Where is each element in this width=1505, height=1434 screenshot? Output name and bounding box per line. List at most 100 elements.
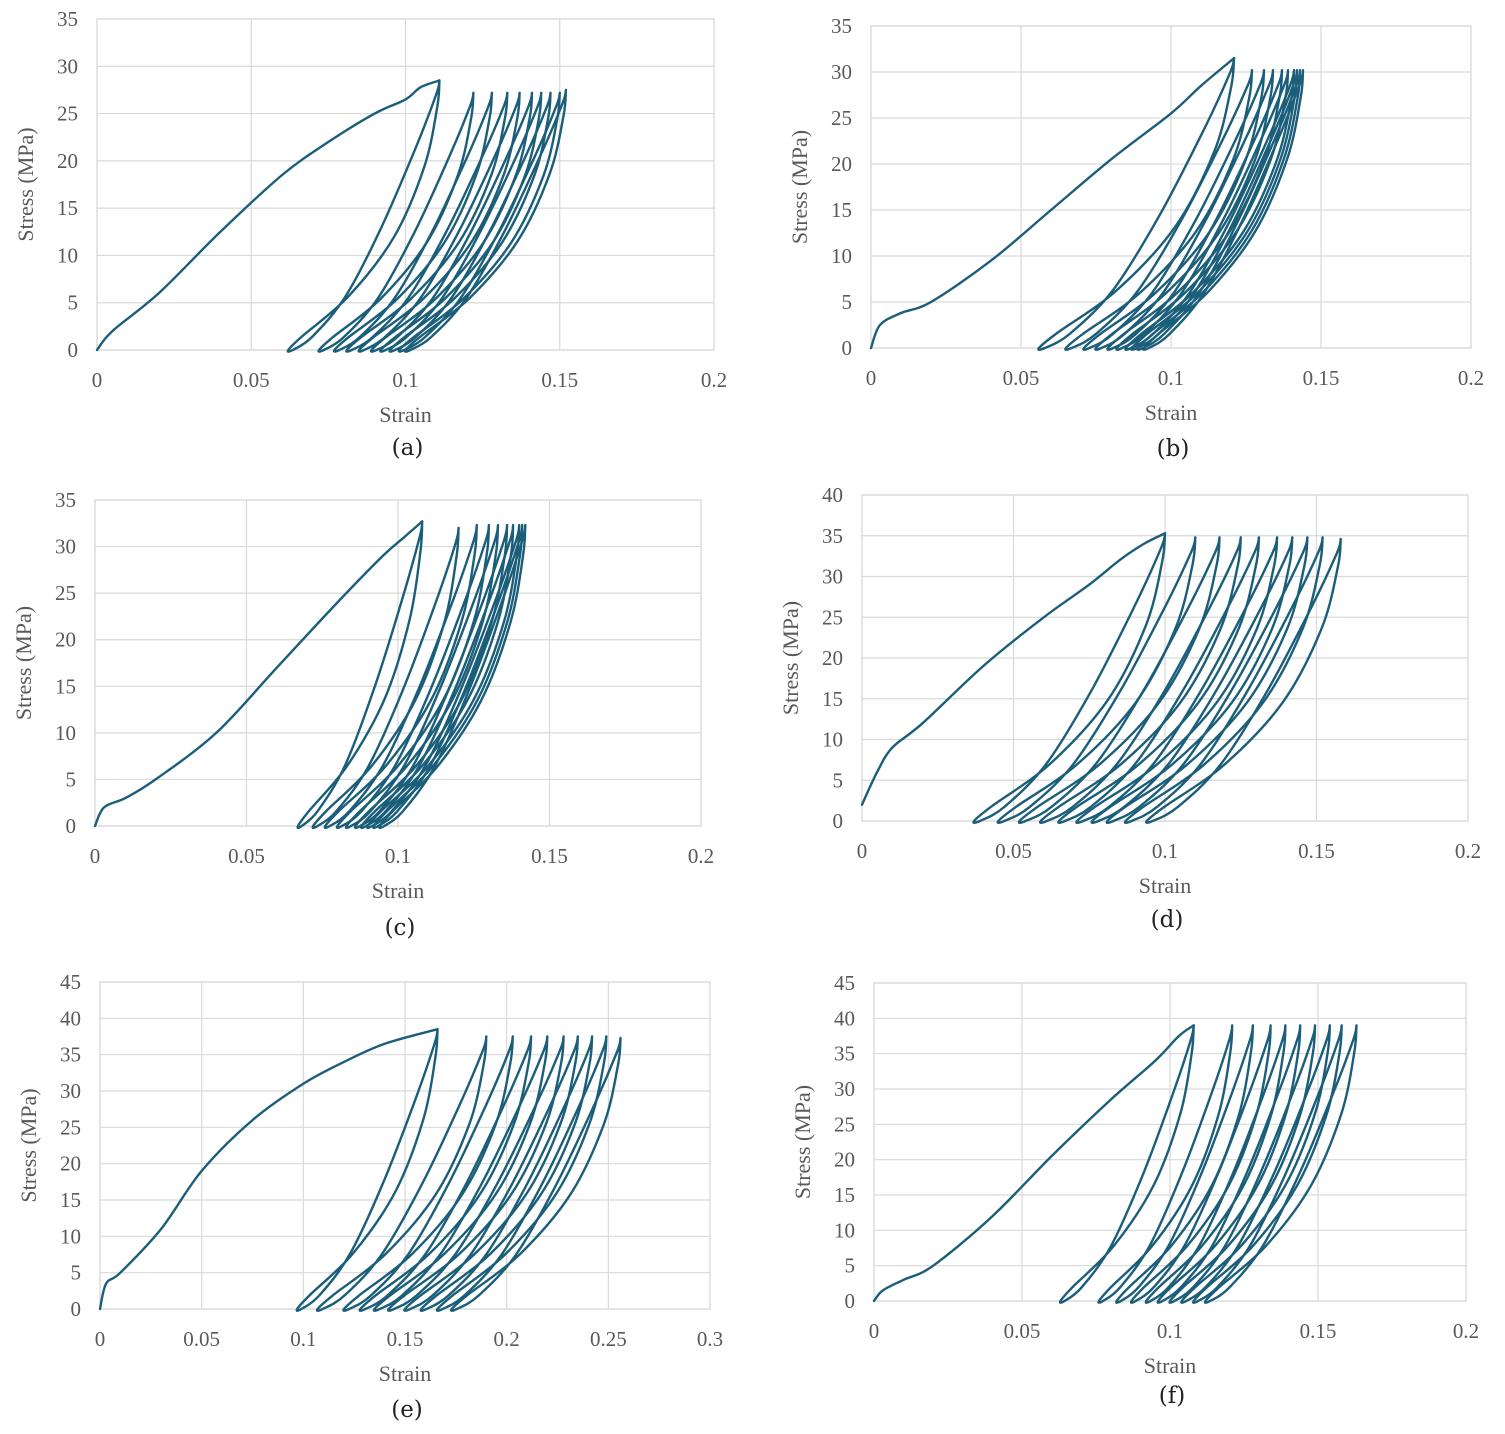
x-tick-label: 0.3 bbox=[697, 1327, 723, 1351]
y-tick-label: 25 bbox=[831, 106, 852, 130]
y-tick-label: 40 bbox=[834, 1006, 855, 1030]
y-tick-label: 35 bbox=[831, 14, 852, 38]
y-tick-label: 35 bbox=[57, 7, 78, 31]
x-tick-label: 0.2 bbox=[1455, 839, 1481, 863]
x-tick-label: 0.2 bbox=[494, 1327, 520, 1351]
hysteresis-loop bbox=[403, 88, 568, 353]
y-tick-label: 20 bbox=[60, 1152, 81, 1176]
y-tick-label: 30 bbox=[60, 1079, 81, 1103]
x-tick-label: 0 bbox=[857, 839, 868, 863]
y-tick-label: 45 bbox=[60, 970, 81, 994]
loading-curve bbox=[93, 520, 424, 828]
hysteresis-loop bbox=[1124, 69, 1296, 351]
hysteresis-loop bbox=[386, 1035, 565, 1312]
panel-caption: (f) bbox=[1159, 1383, 1185, 1409]
x-tick-label: 0 bbox=[866, 366, 877, 390]
hysteresis-loop bbox=[1168, 1024, 1317, 1304]
x-tick-label: 0.15 bbox=[387, 1327, 424, 1351]
plot-area bbox=[861, 494, 1469, 822]
y-tick-label: 40 bbox=[822, 483, 843, 507]
y-tick-label: 20 bbox=[57, 149, 78, 173]
x-tick-label: 0.2 bbox=[701, 368, 727, 392]
hysteresis-loop bbox=[1144, 537, 1342, 824]
y-axis-title: Stress (MPa) bbox=[790, 1085, 815, 1199]
y-tick-label: 0 bbox=[845, 1289, 856, 1313]
hysteresis-loop bbox=[295, 1028, 439, 1312]
y-tick-label: 35 bbox=[822, 524, 843, 548]
hysteresis-loop bbox=[358, 1035, 533, 1312]
panel-caption: (b) bbox=[1157, 436, 1190, 462]
y-tick-label: 35 bbox=[55, 488, 76, 512]
hysteresis-loop bbox=[344, 523, 500, 830]
x-tick-label: 0.05 bbox=[183, 1327, 220, 1351]
y-tick-label: 15 bbox=[60, 1188, 81, 1212]
hysteresis-loop bbox=[359, 523, 515, 830]
hysteresis-loop bbox=[1180, 1024, 1331, 1304]
hysteresis-loop bbox=[450, 1036, 622, 1312]
x-tick-label: 0.1 bbox=[1152, 839, 1178, 863]
hysteresis-loop bbox=[286, 79, 441, 353]
y-tick-label: 15 bbox=[55, 674, 76, 698]
panel-caption: (a) bbox=[392, 435, 424, 461]
hysteresis-loop bbox=[1115, 69, 1290, 351]
loading-curve bbox=[95, 79, 441, 352]
y-tick-label: 5 bbox=[845, 1254, 856, 1278]
hysteresis-loop bbox=[378, 523, 527, 830]
y-tick-label: 20 bbox=[831, 152, 852, 176]
hysteresis-loop bbox=[1064, 69, 1254, 351]
hysteresis-loop bbox=[435, 1035, 608, 1312]
hysteresis-loop bbox=[357, 91, 521, 353]
hysteresis-loop bbox=[1142, 69, 1305, 351]
x-tick-label: 0.25 bbox=[590, 1327, 627, 1351]
y-tick-label: 10 bbox=[57, 243, 78, 267]
chart-panel-e: 0 5 10 15 20 25 30 35 40 45 0 0.05 0.1 0.15 0.2 0.25 0.3… bbox=[16, 970, 723, 1423]
hysteresis-loop bbox=[1097, 1024, 1234, 1304]
x-axis-title: Strain bbox=[1144, 1353, 1197, 1378]
hysteresis-loop bbox=[388, 91, 552, 353]
hysteresis-loop bbox=[1156, 1024, 1302, 1304]
x-tick-label: 0.1 bbox=[1158, 366, 1184, 390]
y-tick-label: 0 bbox=[842, 336, 853, 360]
x-tick-label: 0.05 bbox=[228, 844, 265, 868]
y-tick-label: 15 bbox=[822, 687, 843, 711]
hysteresis-loop bbox=[342, 1035, 514, 1312]
hysteresis-loop bbox=[1094, 69, 1275, 351]
y-tick-label: 0 bbox=[833, 809, 844, 833]
panel-caption: (c) bbox=[385, 915, 416, 941]
x-tick-label: 0.05 bbox=[1004, 1319, 1041, 1343]
y-tick-label: 5 bbox=[68, 291, 79, 315]
y-tick-label: 0 bbox=[71, 1297, 82, 1321]
y-tick-label: 25 bbox=[57, 102, 78, 126]
x-tick-label: 0 bbox=[869, 1319, 880, 1343]
y-tick-label: 30 bbox=[55, 535, 76, 559]
y-tick-label: 15 bbox=[57, 196, 78, 220]
x-axis-title: Strain bbox=[372, 878, 425, 903]
hysteresis-loop bbox=[323, 523, 478, 830]
hysteresis-loop bbox=[397, 91, 561, 353]
y-tick-label: 15 bbox=[834, 1183, 855, 1207]
x-tick-label: 0.05 bbox=[995, 839, 1032, 863]
x-axis-title: Strain bbox=[1145, 400, 1198, 425]
y-tick-label: 35 bbox=[60, 1043, 81, 1067]
y-tick-label: 30 bbox=[822, 565, 843, 589]
y-tick-label: 10 bbox=[831, 244, 852, 268]
x-tick-label: 0.05 bbox=[1003, 366, 1040, 390]
y-tick-label: 10 bbox=[834, 1218, 855, 1242]
x-axis-title: Strain bbox=[379, 402, 432, 427]
y-tick-label: 20 bbox=[55, 628, 76, 652]
hysteresis-loop bbox=[972, 532, 1167, 824]
hysteresis-loop bbox=[315, 1035, 488, 1312]
y-axis-title: Stress (MPa) bbox=[11, 606, 36, 720]
hysteresis-loop bbox=[1144, 1024, 1287, 1304]
y-axis-title: Stress (MPa) bbox=[13, 127, 38, 241]
chart-panel-c: 0 5 10 15 20 25 30 35 0 0.05 0.1 0.15 0.2 Strain Stres… bbox=[11, 488, 714, 941]
loading-curve bbox=[860, 532, 1167, 806]
y-tick-label: 30 bbox=[831, 60, 852, 84]
y-tick-label: 30 bbox=[834, 1077, 855, 1101]
hysteresis-loop bbox=[1105, 536, 1309, 824]
x-tick-label: 0.1 bbox=[1157, 1319, 1183, 1343]
x-tick-label: 0.2 bbox=[1453, 1319, 1479, 1343]
y-tick-label: 25 bbox=[822, 605, 843, 629]
hysteresis-loop bbox=[403, 1035, 579, 1312]
y-axis-title: Stress (MPa) bbox=[787, 130, 812, 244]
